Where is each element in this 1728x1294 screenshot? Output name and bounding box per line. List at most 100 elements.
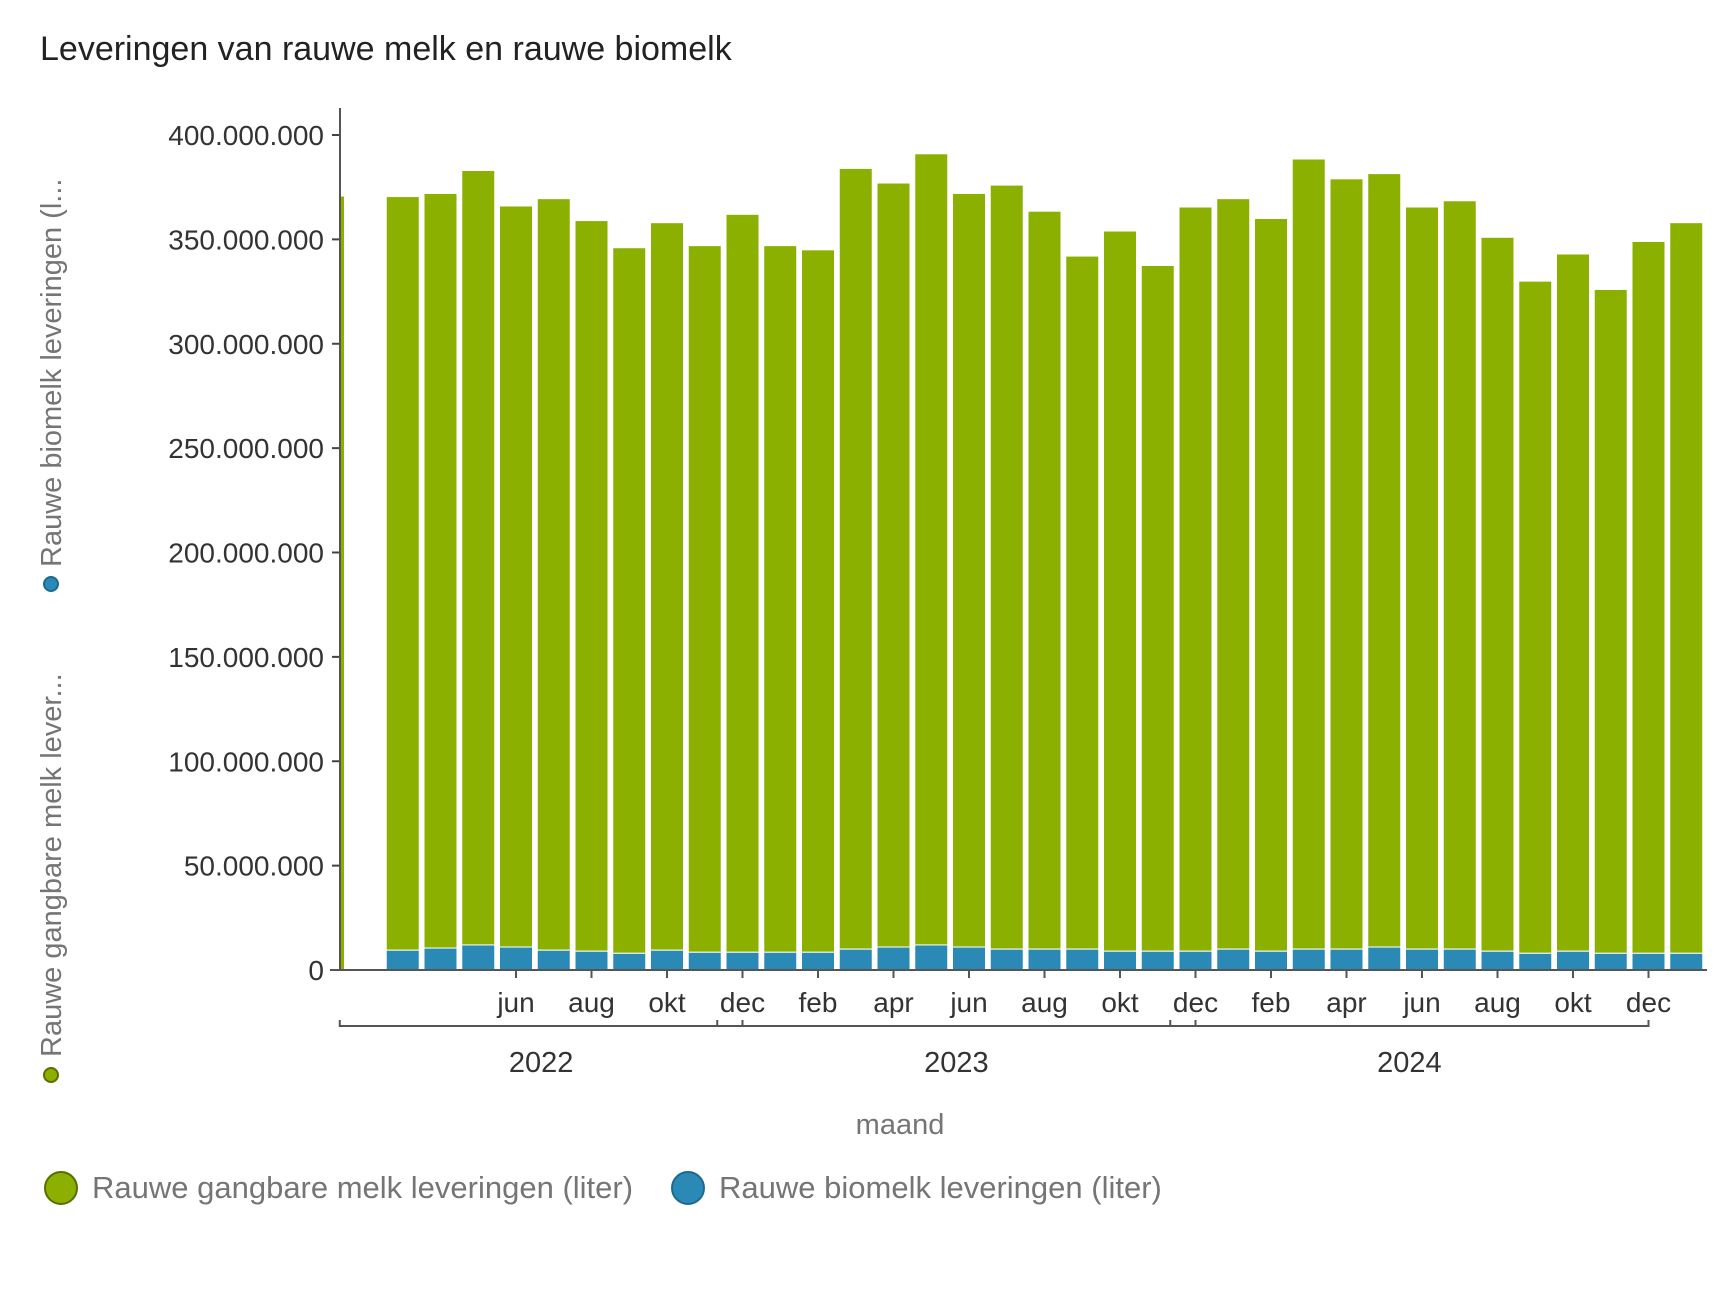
bar-organic[interactable] bbox=[1556, 950, 1590, 971]
bar-conventional[interactable] bbox=[989, 184, 1024, 950]
bar-conventional[interactable] bbox=[1518, 280, 1553, 954]
y-axis-title-organic: Rauwe biomelk leveringen (l... bbox=[36, 179, 68, 567]
bar-organic[interactable] bbox=[1027, 948, 1062, 971]
bar-conventional[interactable] bbox=[1178, 206, 1213, 952]
bar-conventional[interactable] bbox=[1027, 210, 1062, 950]
x-tick-label: feb bbox=[799, 987, 838, 1018]
legend-item-organic[interactable]: Rauwe biomelk leveringen (liter) bbox=[671, 1170, 1162, 1206]
bar-conventional[interactable] bbox=[574, 220, 609, 952]
y-axis-title-conventional: Rauwe gangbare melk lever... bbox=[36, 673, 68, 1057]
x-tick-label: aug bbox=[568, 987, 615, 1018]
bar-organic[interactable] bbox=[499, 946, 533, 971]
bar-organic[interactable] bbox=[989, 948, 1024, 971]
bar-conventional[interactable] bbox=[1216, 198, 1251, 950]
bar-organic[interactable] bbox=[1103, 950, 1137, 971]
bar-conventional[interactable] bbox=[385, 196, 420, 951]
bar-organic[interactable] bbox=[1329, 948, 1364, 971]
bar-conventional[interactable] bbox=[1291, 158, 1326, 950]
bar-organic[interactable] bbox=[687, 951, 722, 971]
bar-conventional[interactable] bbox=[952, 192, 986, 948]
year-bracket bbox=[716, 1020, 1197, 1027]
y-tick-label: 400.000.000 bbox=[168, 120, 324, 151]
x-tick-label: feb bbox=[1252, 987, 1291, 1018]
bar-conventional[interactable] bbox=[536, 198, 571, 951]
x-tick-label: apr bbox=[873, 987, 913, 1018]
y-axis-title: Rauwe gangbare melk lever... Rauwe biomel… bbox=[36, 179, 68, 1083]
bar-organic[interactable] bbox=[1216, 948, 1251, 971]
bar-organic[interactable] bbox=[1140, 950, 1175, 971]
bar-organic[interactable] bbox=[612, 952, 647, 971]
bar-conventional[interactable] bbox=[1631, 240, 1666, 954]
bar-organic[interactable] bbox=[914, 944, 949, 971]
year-label: 2022 bbox=[509, 1047, 574, 1079]
bar-organic[interactable] bbox=[574, 950, 609, 971]
bar-conventional[interactable] bbox=[1140, 264, 1175, 952]
year-label: 2024 bbox=[1377, 1047, 1442, 1079]
bar-conventional[interactable] bbox=[801, 249, 835, 953]
bar-conventional[interactable] bbox=[725, 213, 760, 953]
bar-conventional[interactable] bbox=[1669, 222, 1704, 954]
bar-conventional[interactable] bbox=[1593, 288, 1628, 954]
bar-conventional[interactable] bbox=[1103, 230, 1137, 952]
bar-conventional[interactable] bbox=[1480, 236, 1515, 952]
bar-organic[interactable] bbox=[650, 949, 684, 971]
bar-organic[interactable] bbox=[461, 944, 496, 971]
bar-conventional[interactable] bbox=[650, 222, 684, 951]
bar-conventional[interactable] bbox=[1065, 255, 1100, 950]
bar-conventional[interactable] bbox=[1442, 200, 1477, 950]
x-tick-label: dec bbox=[720, 987, 765, 1018]
y-tick-label: 50.000.000 bbox=[184, 851, 324, 882]
bar-organic[interactable] bbox=[1593, 952, 1628, 971]
x-tick-label: jun bbox=[496, 987, 534, 1018]
bar-conventional[interactable] bbox=[423, 192, 458, 949]
bar-conventional[interactable] bbox=[612, 247, 647, 954]
bar-conventional[interactable] bbox=[1367, 173, 1402, 948]
bar-organic[interactable] bbox=[1480, 950, 1515, 971]
y-tick-label: 150.000.000 bbox=[168, 642, 324, 673]
bar-organic[interactable] bbox=[1065, 948, 1100, 971]
bar-organic[interactable] bbox=[1669, 952, 1704, 971]
bar-organic[interactable] bbox=[1631, 952, 1666, 971]
bar-organic[interactable] bbox=[536, 949, 571, 971]
bar-organic[interactable] bbox=[725, 951, 760, 971]
year-label: 2023 bbox=[924, 1047, 989, 1079]
bar-conventional[interactable] bbox=[914, 153, 949, 946]
y-tick-label: 100.000.000 bbox=[168, 746, 324, 777]
x-axis: jun aug okt dec feb apr jun aug okt dec feb apr jun a… bbox=[330, 969, 1707, 1079]
bar-conventional[interactable] bbox=[1329, 178, 1364, 950]
bar-conventional[interactable] bbox=[838, 167, 873, 950]
bar-conventional[interactable] bbox=[687, 245, 722, 953]
bar-organic[interactable] bbox=[801, 951, 835, 971]
bar-organic[interactable] bbox=[385, 949, 420, 971]
bar-conventional[interactable] bbox=[461, 169, 496, 946]
bar-organic[interactable] bbox=[423, 947, 458, 971]
bar-organic[interactable] bbox=[1405, 948, 1439, 971]
bar-organic[interactable] bbox=[1518, 952, 1553, 971]
legend-item-conventional[interactable]: Rauwe gangbare melk leveringen (liter) bbox=[44, 1170, 633, 1206]
bar-conventional[interactable] bbox=[1556, 253, 1590, 952]
bars bbox=[340, 153, 1704, 971]
bar-organic[interactable] bbox=[952, 946, 986, 971]
bar-conventional[interactable] bbox=[876, 182, 911, 948]
bar-organic[interactable] bbox=[1254, 950, 1288, 971]
bar-conventional[interactable] bbox=[499, 205, 533, 948]
bar-organic[interactable] bbox=[838, 948, 873, 971]
bar-organic[interactable] bbox=[1367, 946, 1402, 971]
bar-organic[interactable] bbox=[1291, 948, 1326, 971]
x-axis-title: maand bbox=[856, 1109, 945, 1141]
x-tick-label: apr bbox=[1326, 987, 1366, 1018]
bar-conventional[interactable] bbox=[1254, 218, 1288, 952]
legend-label-conventional: Rauwe gangbare melk leveringen (liter) bbox=[92, 1170, 634, 1205]
bar-organic[interactable] bbox=[1442, 948, 1477, 971]
bar-conventional[interactable] bbox=[1405, 206, 1439, 950]
bar-organic[interactable] bbox=[1178, 950, 1213, 971]
x-tick-label: okt bbox=[1101, 987, 1139, 1018]
legend: Rauwe gangbare melk leveringen (liter) R… bbox=[44, 1170, 1200, 1206]
bar-conventional[interactable] bbox=[763, 245, 798, 953]
x-tick-label: aug bbox=[1474, 987, 1521, 1018]
bar-organic[interactable] bbox=[876, 946, 911, 971]
y-axis: 0 50.000.000 100.000.000 150.000.000 200.000… bbox=[168, 108, 341, 986]
x-tick-label: aug bbox=[1021, 987, 1068, 1018]
bar-organic[interactable] bbox=[763, 951, 798, 971]
